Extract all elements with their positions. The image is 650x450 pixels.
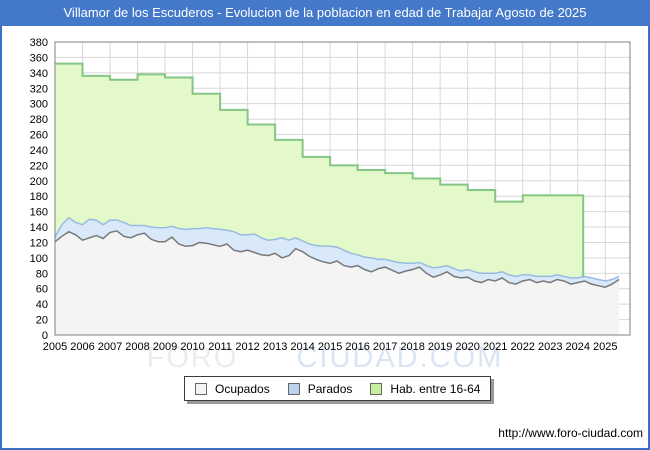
legend-swatch-icon <box>288 383 300 395</box>
chart-widget: Villamor de los Escuderos - Evolucion de… <box>0 0 650 450</box>
page-title: Villamor de los Escuderos - Evolucion de… <box>0 0 650 26</box>
x-tick-label: 2023 <box>538 341 562 353</box>
population-area-chart: 0204060801001201401601802002202402602803… <box>0 26 650 366</box>
x-tick-label: 2006 <box>70 341 94 353</box>
legend-label: Ocupados <box>215 382 270 396</box>
y-tick-label: 260 <box>30 130 48 142</box>
y-tick-label: 20 <box>36 315 48 327</box>
y-tick-label: 240 <box>30 145 48 157</box>
x-tick-label: 2010 <box>180 341 204 353</box>
legend-label: Parados <box>308 382 353 396</box>
y-tick-label: 80 <box>36 268 48 280</box>
y-tick-label: 200 <box>30 176 48 188</box>
y-tick-label: 120 <box>30 237 48 249</box>
x-tick-label: 2020 <box>455 341 479 353</box>
legend-swatch-icon <box>195 383 207 395</box>
x-tick-label: 2008 <box>125 341 149 353</box>
y-tick-label: 340 <box>30 68 48 80</box>
x-tick-label: 2017 <box>373 341 397 353</box>
x-tick-label: 2021 <box>483 341 507 353</box>
y-tick-label: 40 <box>36 299 48 311</box>
y-tick-label: 300 <box>30 99 48 111</box>
x-tick-label: 2007 <box>98 341 122 353</box>
y-tick-label: 100 <box>30 253 48 265</box>
x-tick-label: 2009 <box>153 341 177 353</box>
legend-item: Ocupados <box>195 382 270 396</box>
x-tick-label: 2014 <box>290 341 314 353</box>
y-tick-label: 180 <box>30 191 48 203</box>
source-url: http://www.foro-ciudad.com <box>498 426 643 440</box>
x-tick-label: 2015 <box>318 341 342 353</box>
x-tick-label: 2025 <box>593 341 617 353</box>
x-tick-label: 2016 <box>345 341 369 353</box>
legend-item: Parados <box>288 382 353 396</box>
chart-legend: Ocupados Parados Hab. entre 16-64 <box>184 376 491 401</box>
y-tick-label: 160 <box>30 207 48 219</box>
y-tick-label: 60 <box>36 284 48 296</box>
x-tick-label: 2022 <box>510 341 534 353</box>
legend-label: Hab. entre 16-64 <box>390 382 480 396</box>
y-tick-label: 360 <box>30 52 48 64</box>
legend-swatch-icon <box>370 383 382 395</box>
y-tick-label: 280 <box>30 114 48 126</box>
x-tick-label: 2005 <box>43 341 67 353</box>
x-tick-label: 2013 <box>263 341 287 353</box>
y-tick-label: 140 <box>30 222 48 234</box>
y-tick-label: 380 <box>30 37 48 49</box>
x-tick-label: 2012 <box>235 341 259 353</box>
y-tick-label: 220 <box>30 160 48 172</box>
legend-item: Hab. entre 16-64 <box>370 382 480 396</box>
x-tick-label: 2011 <box>208 341 232 353</box>
x-tick-label: 2019 <box>428 341 452 353</box>
x-tick-label: 2024 <box>565 341 589 353</box>
x-tick-label: 2018 <box>400 341 424 353</box>
y-tick-label: 320 <box>30 83 48 95</box>
